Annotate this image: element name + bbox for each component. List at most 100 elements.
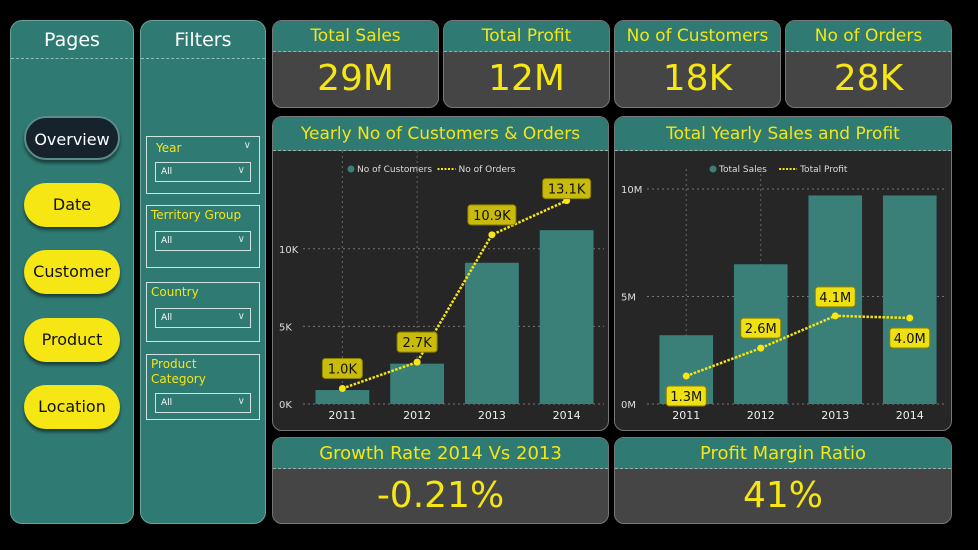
chevron-down-icon: ∨ — [237, 396, 245, 407]
profit-margin-card: Profit Margin Ratio 41% — [614, 437, 952, 524]
legend-line-label: No of Orders — [459, 165, 516, 175]
page-button-overview[interactable]: Overview — [24, 116, 120, 160]
kpi-label: Total Sales — [273, 21, 438, 52]
x-tick-label: 2013 — [478, 409, 506, 422]
data-label: 13.1K — [548, 183, 586, 198]
bar — [390, 363, 445, 404]
kpi-no-of-customers: No of Customers 18K — [614, 20, 781, 108]
x-tick-label: 2014 — [896, 409, 924, 422]
data-label: 10.9K — [473, 209, 511, 224]
year-value: All — [161, 167, 173, 177]
year-filter-label: Year — [156, 141, 182, 155]
sales-profit-chart: Total Yearly Sales and Profit Total Sale… — [614, 116, 952, 431]
filters-panel: Filters Year ∨ All ∨ Territory Group All ∨… — [140, 20, 266, 524]
data-label-box — [467, 204, 517, 226]
data-label-box — [814, 286, 856, 308]
kpi-value: 28K — [833, 58, 904, 99]
data-label-box — [665, 385, 707, 407]
page-button-product[interactable]: Product — [24, 318, 120, 362]
card-value: -0.21% — [376, 475, 505, 516]
year-dropdown[interactable]: All ∨ — [155, 162, 251, 182]
data-label: 2.6M — [745, 322, 777, 337]
product-category-value: All — [161, 398, 173, 408]
bar — [464, 262, 519, 404]
line-point — [906, 314, 914, 322]
line-point — [831, 312, 839, 320]
country-value: All — [161, 313, 173, 323]
page-button-date[interactable]: Date — [24, 183, 120, 227]
data-label: 1.0K — [328, 362, 358, 377]
y-tick-label: 5M — [621, 293, 636, 304]
chart-title: Total Yearly Sales and Profit — [615, 117, 951, 151]
line-point — [413, 358, 421, 366]
line-point — [338, 384, 346, 392]
data-label: 4.1M — [819, 291, 851, 306]
year-filter: Year ∨ All ∨ — [146, 136, 260, 194]
kpi-no-of-orders: No of Orders 28K — [785, 20, 952, 108]
line-series — [685, 314, 910, 378]
x-tick-label: 2013 — [821, 409, 849, 422]
card-value: 41% — [742, 475, 823, 516]
y-tick-label: 0M — [621, 400, 636, 411]
page-button-location[interactable]: Location — [24, 385, 120, 429]
y-tick-label: 10K — [279, 245, 299, 256]
legend-line-label: Total Profit — [799, 165, 848, 175]
customers-orders-chart: Yearly No of Customers & Orders No of Cu… — [272, 116, 609, 431]
y-tick-label: 5K — [279, 322, 292, 333]
filters-title: Filters — [141, 21, 265, 59]
data-label-box — [321, 357, 363, 379]
product-category-label: Product Category — [151, 357, 206, 386]
line-point — [682, 372, 690, 380]
country-dropdown[interactable]: All ∨ — [155, 308, 251, 328]
data-label-box — [740, 317, 782, 339]
data-label: 2.7K — [403, 336, 433, 351]
x-tick-label: 2014 — [553, 409, 581, 422]
data-label-box — [889, 327, 931, 349]
bar — [882, 195, 937, 404]
legend-bar-label: No of Customers — [357, 165, 432, 175]
pages-panel: Pages Overview Date Customer Product Loc… — [10, 20, 134, 524]
y-tick-label: 0K — [279, 400, 292, 411]
bar — [315, 390, 370, 404]
kpi-label: No of Customers — [615, 21, 780, 52]
y-tick-label: 10M — [621, 185, 642, 196]
kpi-value: 12M — [488, 58, 565, 99]
territory-group-dropdown[interactable]: All ∨ — [155, 231, 251, 251]
data-label: 1.3M — [670, 390, 702, 405]
bar — [539, 230, 594, 404]
legend-bar-marker — [347, 165, 355, 173]
growth-rate-card: Growth Rate 2014 Vs 2013 -0.21% — [272, 437, 609, 524]
data-label-box — [542, 178, 592, 200]
line-point — [488, 231, 496, 239]
territory-group-filter: Territory Group All ∨ — [146, 205, 260, 268]
country-label: Country — [151, 285, 199, 299]
chart-title: Yearly No of Customers & Orders — [273, 117, 608, 151]
x-tick-label: 2012 — [403, 409, 431, 422]
pages-title: Pages — [11, 21, 133, 59]
card-label: Growth Rate 2014 Vs 2013 — [273, 438, 608, 469]
legend-bar-label: Total Sales — [718, 165, 767, 175]
sales-profit-svg: Total Sales Total Profit 0M 5M 10M 2011 2012 20… — [621, 165, 947, 422]
card-label: Profit Margin Ratio — [615, 438, 951, 469]
product-category-dropdown[interactable]: All ∨ — [155, 393, 251, 413]
kpi-label: Total Profit — [444, 21, 609, 52]
x-tick-label: 2011 — [672, 409, 700, 422]
data-label-box — [396, 331, 438, 353]
territory-group-label: Territory Group — [151, 208, 242, 222]
data-label: 4.0M — [894, 332, 926, 347]
kpi-total-sales: Total Sales 29M — [272, 20, 439, 108]
page-button-customer[interactable]: Customer — [24, 250, 120, 294]
x-tick-label: 2011 — [328, 409, 356, 422]
kpi-value: 18K — [662, 58, 733, 99]
x-tick-label: 2012 — [747, 409, 775, 422]
chevron-down-icon[interactable]: ∨ — [243, 140, 251, 151]
chevron-down-icon: ∨ — [237, 234, 245, 245]
country-filter: Country All ∨ — [146, 282, 260, 342]
line-point — [757, 344, 765, 352]
customers-orders-svg: No of Customers No of Orders 0K 5K 10K 2011 20… — [279, 151, 604, 422]
territory-group-value: All — [161, 236, 173, 246]
kpi-value: 29M — [317, 58, 394, 99]
kpi-total-profit: Total Profit 12M — [443, 20, 610, 108]
product-category-filter: Product Category All ∨ — [146, 354, 260, 420]
kpi-label: No of Orders — [786, 21, 951, 52]
